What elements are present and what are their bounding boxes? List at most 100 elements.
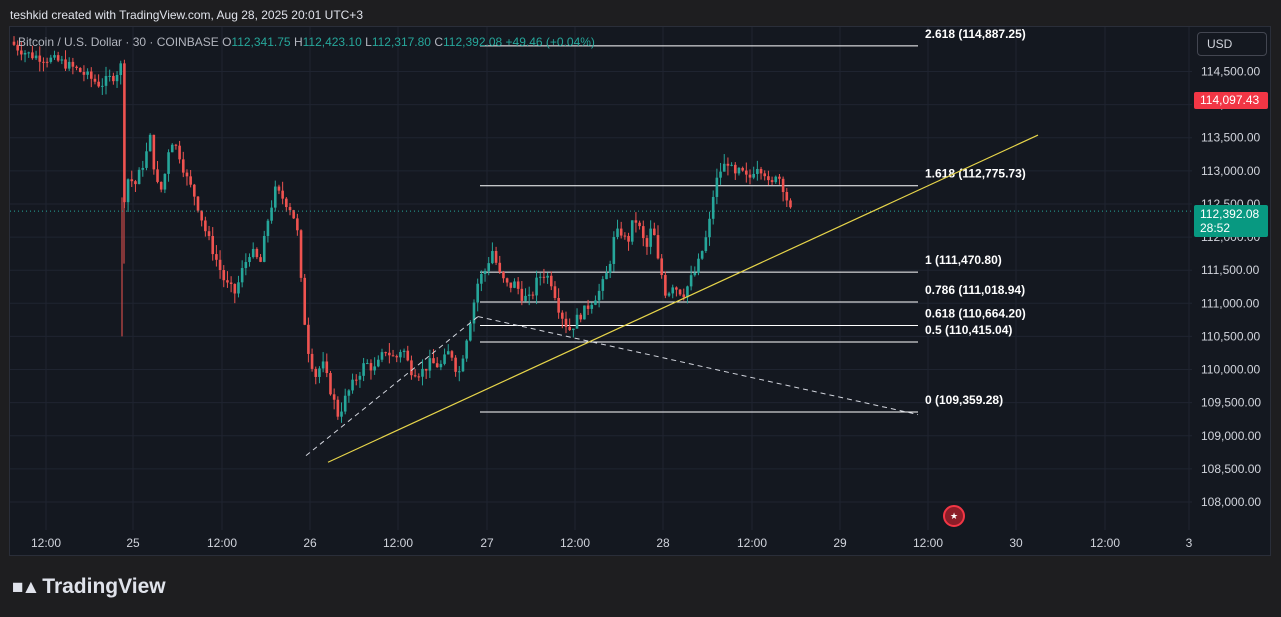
- candle-body: [752, 173, 755, 178]
- time-tick-label: 27: [480, 536, 494, 550]
- candle-body: [299, 230, 303, 278]
- candle-body: [141, 167, 145, 170]
- legend-close-label: C: [434, 35, 443, 49]
- candle-body: [42, 61, 45, 63]
- candle-body: [638, 222, 641, 227]
- candle-body: [748, 174, 752, 178]
- candle-body: [156, 169, 159, 182]
- candle-body: [612, 236, 616, 264]
- legend-low: 112,317.80: [371, 35, 431, 49]
- last-price-value: 112,392.08: [1200, 207, 1260, 221]
- candle-body: [226, 280, 229, 283]
- candle-body: [362, 363, 365, 376]
- candle-body: [137, 169, 141, 185]
- candle-body: [318, 368, 321, 377]
- candle-body: [86, 71, 89, 75]
- fib-level-label: 0.618 (110,664.20): [925, 307, 1026, 321]
- candle-body: [487, 263, 491, 271]
- fibonacci-retracement: 2.618 (114,887.25) 1.618 (112,775.73) 1 (1…: [480, 27, 1026, 413]
- candle-body: [71, 61, 75, 67]
- candle-body: [112, 75, 115, 82]
- candle-body: [741, 167, 744, 171]
- candle-body: [34, 55, 38, 59]
- candle-body: [778, 176, 781, 179]
- time-tick-label: 12:00: [383, 536, 413, 550]
- candle-body: [163, 173, 167, 190]
- candle-body: [23, 52, 27, 55]
- candle-body: [641, 226, 645, 239]
- candle-body: [204, 220, 207, 232]
- candle-body: [601, 279, 605, 291]
- candle-body: [491, 251, 494, 264]
- candle-body: [288, 207, 292, 211]
- candle-body: [630, 220, 634, 242]
- candle-body: [627, 235, 630, 242]
- symbol-legend[interactable]: Bitcoin / U.S. Dollar · 30 · COINBASE O1…: [18, 35, 595, 49]
- candle-body: [722, 163, 726, 172]
- candle-body: [240, 268, 244, 283]
- candle-body: [89, 71, 93, 79]
- candle-body: [469, 323, 472, 341]
- tradingview-logo[interactable]: ■▲ TradingView: [12, 575, 166, 599]
- time-tick-label: 12:00: [31, 536, 61, 550]
- us-flag-event-icon[interactable]: ★: [943, 505, 965, 527]
- legend-high: 112,423.10: [302, 35, 362, 49]
- candle-body: [329, 373, 332, 395]
- time-tick-label: 26: [303, 536, 317, 550]
- candle-body: [351, 379, 354, 391]
- candlestick-series: [12, 36, 792, 423]
- chart-pane[interactable]: [9, 26, 1271, 556]
- price-tick-label: 113,000.00: [1201, 164, 1260, 178]
- candle-body: [354, 379, 358, 381]
- candle-body: [365, 363, 369, 365]
- currency-button[interactable]: USD: [1197, 32, 1267, 56]
- candle-body: [561, 312, 564, 319]
- candle-body: [446, 351, 450, 355]
- candle-body: [424, 368, 428, 371]
- candle-body: [211, 236, 215, 255]
- candle-body: [653, 228, 656, 236]
- last-price-tag: 112,392.08 28:52: [1194, 205, 1268, 237]
- candle-body: [476, 283, 479, 303]
- candle-body: [704, 237, 708, 252]
- candle-body: [255, 248, 259, 258]
- candle-body: [682, 294, 686, 298]
- candle-body: [586, 305, 590, 309]
- candle-body: [664, 275, 667, 296]
- price-tick-label: 111,500.00: [1201, 263, 1260, 277]
- candle-body: [384, 352, 387, 354]
- chart-credit: teshkid created with TradingView.com, Au…: [10, 8, 363, 22]
- candle-body: [513, 281, 516, 288]
- ascending-trendline: [327, 134, 1039, 463]
- candle-body: [12, 41, 16, 45]
- legend-open-label: O: [222, 35, 232, 49]
- candle-body: [222, 269, 226, 281]
- candle-body: [343, 395, 347, 412]
- time-tick-label: 12:00: [560, 536, 590, 550]
- candle-body: [774, 176, 778, 183]
- candle-body: [524, 295, 527, 301]
- candle-body: [564, 318, 568, 327]
- candle-body: [321, 361, 325, 369]
- candle-body: [237, 282, 240, 294]
- candle-body: [251, 248, 255, 258]
- candle-body: [82, 71, 86, 75]
- price-tick-label: 114,500.00: [1201, 65, 1260, 79]
- candle-body: [678, 289, 682, 295]
- candle-body: [27, 52, 31, 54]
- projection-line-down: [477, 316, 919, 416]
- candle-body: [229, 282, 233, 285]
- grid-lines: [10, 27, 1192, 530]
- candle-body: [505, 278, 509, 283]
- price-axis: 108,000.00 108,500.00 109,000.00 109,500.00…: [1201, 65, 1261, 510]
- candle-body: [549, 275, 553, 287]
- candle-body: [174, 144, 178, 146]
- candle-body: [693, 272, 697, 276]
- candle-body: [402, 350, 406, 353]
- candle-body: [645, 238, 649, 247]
- candle-body: [262, 235, 266, 262]
- candle-body: [266, 220, 270, 236]
- candle-body: [498, 262, 502, 272]
- candle-body: [756, 168, 759, 174]
